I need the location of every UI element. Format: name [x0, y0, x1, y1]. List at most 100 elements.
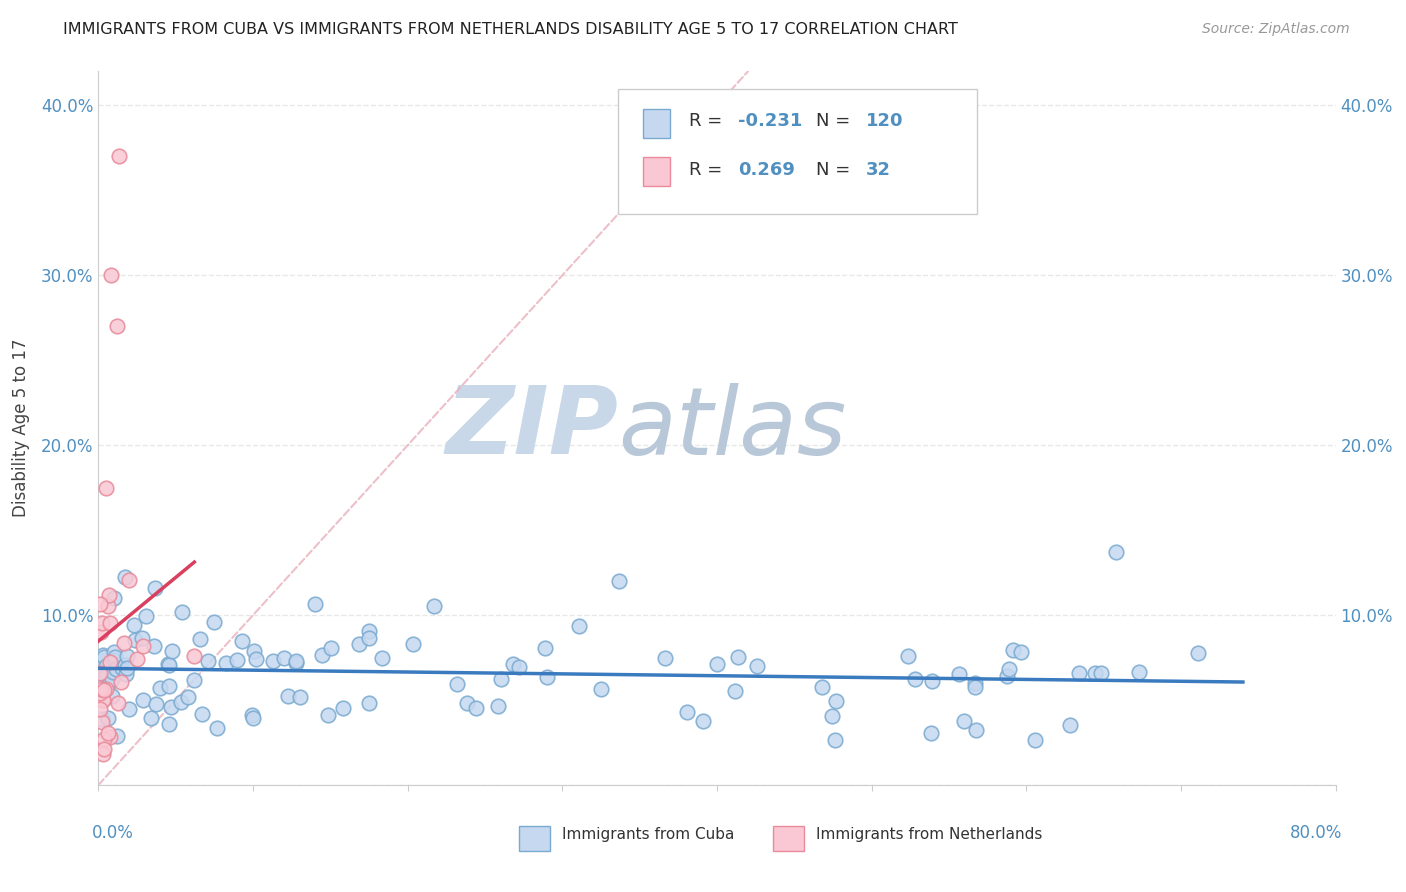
Point [370, 651, 392, 665]
FancyBboxPatch shape [643, 110, 671, 137]
Point [134, 609, 156, 624]
Point [706, 657, 728, 672]
Point [810, 681, 832, 695]
Point [825, 694, 848, 708]
Point [502, 657, 524, 672]
Point [995, 669, 1018, 683]
Point [105, 730, 128, 744]
Point [107, 697, 129, 711]
Point [607, 574, 630, 588]
Point [536, 670, 558, 684]
Point [100, 689, 122, 703]
Point [183, 673, 205, 688]
Point [115, 666, 138, 681]
Text: Source: ZipAtlas.com: Source: ZipAtlas.com [1202, 22, 1350, 37]
Point [821, 708, 844, 723]
Point [262, 655, 284, 669]
Point [304, 597, 326, 611]
Text: 80.0%: 80.0% [1289, 824, 1341, 842]
Point [359, 696, 381, 710]
Point [676, 706, 699, 720]
Point [242, 708, 264, 723]
Point [125, 652, 148, 666]
Point [486, 699, 509, 714]
Point [159, 699, 181, 714]
Text: atlas: atlas [619, 383, 846, 474]
Point [176, 690, 198, 704]
FancyBboxPatch shape [519, 826, 550, 851]
Point [332, 701, 354, 715]
Point [103, 653, 125, 667]
Point [104, 662, 127, 676]
Text: 120: 120 [866, 112, 903, 130]
Point [1024, 733, 1046, 747]
Point [534, 640, 557, 655]
Point [98, 674, 121, 689]
Point [747, 658, 769, 673]
Point [100, 615, 122, 630]
Point [157, 717, 180, 731]
Text: N =: N = [815, 112, 856, 130]
Point [89, 702, 111, 716]
Point [1067, 665, 1090, 680]
Point [93, 747, 115, 761]
Point [98, 730, 121, 744]
Text: N =: N = [815, 161, 856, 178]
Text: 32: 32 [866, 161, 890, 178]
Text: R =: R = [689, 112, 727, 130]
Point [157, 679, 180, 693]
Point [288, 690, 311, 705]
Point [243, 644, 266, 658]
Text: R =: R = [689, 161, 727, 178]
Text: Immigrants from Cuba: Immigrants from Cuba [562, 828, 735, 842]
Point [132, 640, 155, 654]
Point [321, 641, 343, 656]
Point [423, 599, 446, 613]
Point [183, 648, 205, 663]
Point [589, 681, 612, 696]
Point [94, 681, 117, 696]
Point [91, 713, 114, 727]
Point [284, 656, 307, 670]
Point [143, 639, 166, 653]
Point [104, 650, 127, 665]
Point [91, 693, 114, 707]
Point [273, 651, 295, 665]
Point [1187, 646, 1209, 660]
Point [97, 726, 120, 740]
Point [131, 632, 153, 646]
Point [114, 570, 136, 584]
Point [93, 649, 115, 664]
FancyBboxPatch shape [643, 157, 671, 186]
Point [91, 673, 114, 688]
Point [897, 648, 920, 663]
Point [96, 481, 118, 495]
Point [90, 671, 112, 685]
Point [90, 624, 112, 639]
Point [456, 696, 478, 710]
Point [921, 674, 943, 689]
Point [141, 711, 163, 725]
Point [170, 695, 193, 709]
Point [143, 581, 166, 595]
Point [465, 701, 488, 715]
Point [692, 714, 714, 728]
Point [727, 649, 749, 664]
Point [491, 673, 513, 687]
Point [118, 702, 141, 716]
Point [97, 599, 120, 614]
Point [723, 683, 745, 698]
Point [101, 665, 124, 680]
Point [242, 711, 264, 725]
Point [357, 624, 380, 638]
Point [145, 697, 167, 711]
Point [100, 672, 122, 686]
Point [654, 651, 676, 665]
Point [508, 660, 530, 674]
Point [89, 598, 111, 612]
Point [359, 631, 381, 645]
Point [191, 706, 214, 721]
Point [1059, 718, 1081, 732]
Point [149, 681, 172, 696]
Point [118, 573, 141, 587]
